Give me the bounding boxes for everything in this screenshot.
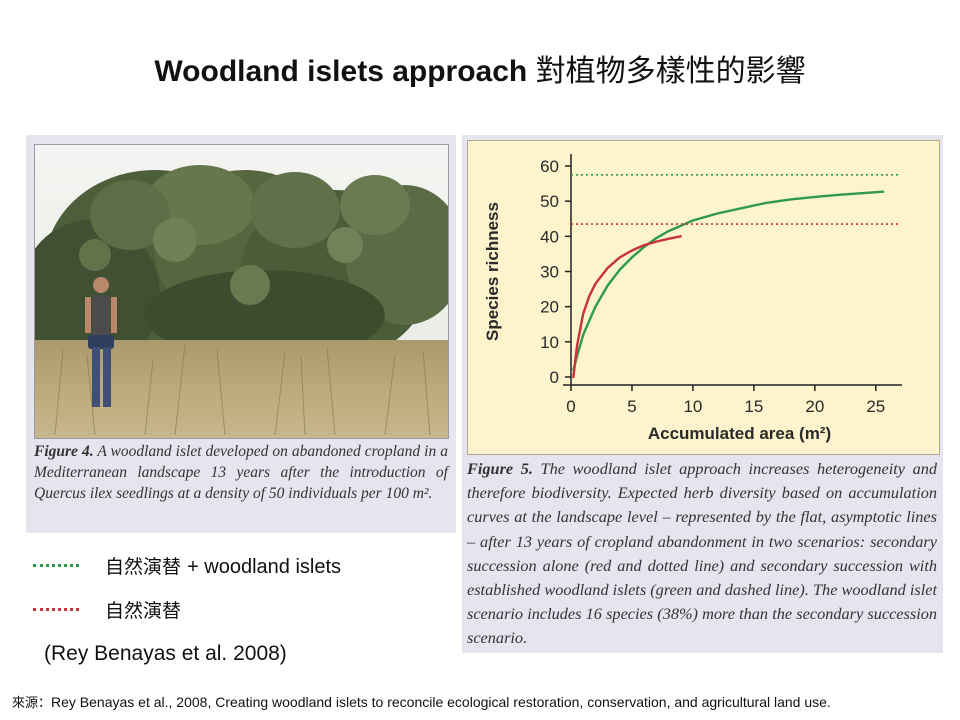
figure-5-label: Figure 5. (467, 459, 533, 478)
slide-title: Woodland islets approach 對植物多樣性的影響 (0, 46, 960, 90)
y-axis-label: Species richness (483, 202, 502, 341)
x-tick-label: 20 (805, 397, 824, 416)
legend-item-woodland-islets: 自然演替 + woodland islets (33, 552, 341, 579)
legend-label-cn: 自然演替 (105, 600, 182, 622)
x-axis-label: Accumulated area (m²) (648, 424, 831, 443)
red-curve-secondary-succession (572, 235, 682, 379)
species-accumulation-chart: 0 10 20 30 40 50 60 0 5 10 15 20 25 Accumulated area… (483, 154, 902, 443)
source-prefix: 來源： (12, 696, 52, 711)
shrubs (35, 165, 448, 370)
photo-illustration (35, 145, 448, 438)
woodland-islet-photo (34, 144, 449, 439)
x-tick-label: 0 (566, 397, 575, 416)
source-line: 來源：Rey Benayas et al., 2008, Creating wo… (12, 692, 952, 711)
y-tick-label: 60 (540, 157, 559, 176)
x-tick-label: 10 (683, 397, 702, 416)
figure-5-caption: Figure 5. The woodland islet approach in… (467, 457, 937, 651)
y-tick-label: 20 (540, 298, 559, 317)
y-tick-label: 10 (540, 333, 559, 352)
title-chinese: 對植物多樣性的影響 (535, 54, 806, 89)
x-tick-label: 5 (627, 397, 636, 416)
y-tick-label: 30 (540, 263, 559, 282)
x-tick-label: 15 (744, 397, 763, 416)
legend-item-secondary-succession: 自然演替 (33, 596, 181, 623)
person-figure (85, 277, 117, 407)
source-text: Rey Benayas et al., 2008, Creating woodl… (51, 694, 831, 710)
green-curve-woodland-islets (572, 190, 885, 372)
title-english: Woodland islets approach (154, 55, 528, 88)
legend-label-en: + woodland islets (187, 556, 342, 578)
legend-label-cn: 自然演替 (105, 556, 182, 578)
legend-green-dotted-line (33, 564, 79, 567)
y-tick-label: 40 (540, 227, 559, 246)
citation: (Rey Benayas et al. 2008) (44, 642, 287, 665)
figure-4-text: A woodland islet developed on abandoned … (34, 443, 448, 502)
figure-4-panel: Figure 4. A woodland islet developed on … (26, 135, 456, 533)
chart-box: 0 10 20 30 40 50 60 0 5 10 15 20 25 Accumulated area… (467, 140, 940, 455)
legend-red-dotted-line (33, 608, 79, 611)
y-tick-label: 50 (540, 192, 559, 211)
figure-5-panel: 0 10 20 30 40 50 60 0 5 10 15 20 25 Accumulated area… (462, 135, 943, 653)
figure-4-caption: Figure 4. A woodland islet developed on … (34, 441, 448, 504)
y-tick-label: 0 (550, 368, 559, 387)
figure-5-text: The woodland islet approach increases he… (467, 459, 937, 648)
x-tick-label: 25 (866, 397, 885, 416)
figure-4-label: Figure 4. (34, 443, 94, 460)
